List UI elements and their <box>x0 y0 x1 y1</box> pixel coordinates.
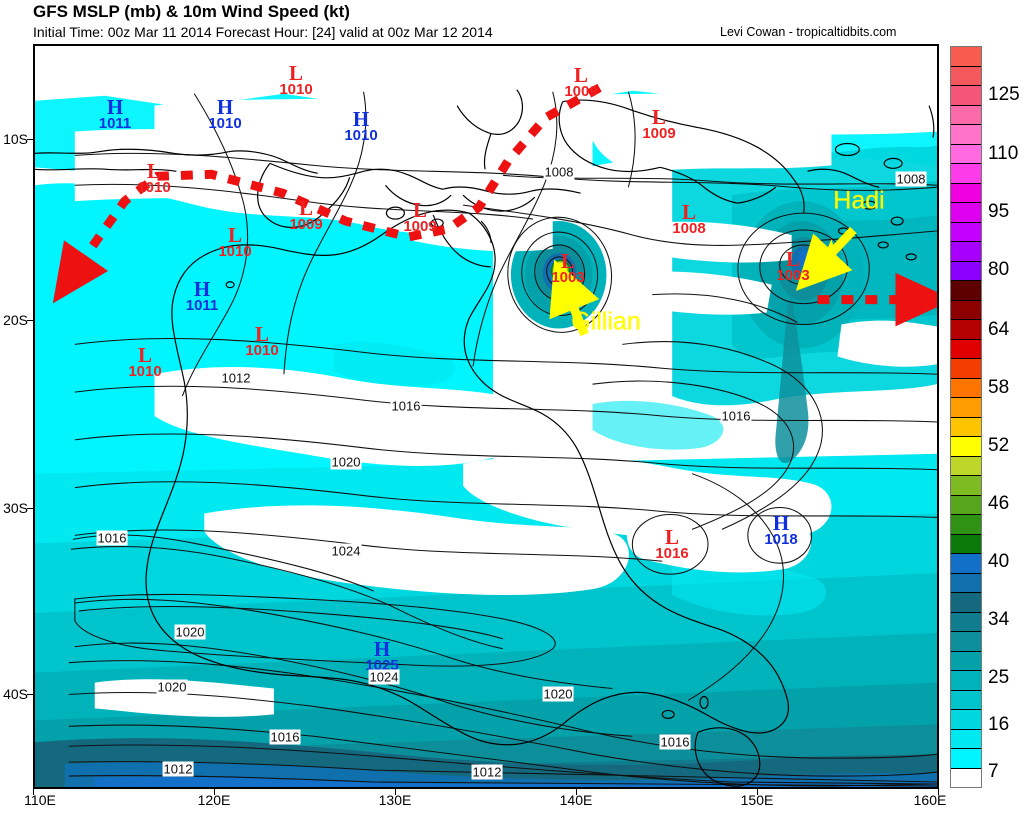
isobar-label: 1020 <box>156 679 188 695</box>
colorbar-swatch <box>951 66 981 86</box>
isobar-label: 1008 <box>895 171 927 187</box>
wind-speed-colorbar[interactable] <box>950 46 982 788</box>
x-axis-label: 120E <box>197 792 231 808</box>
colorbar-swatch <box>951 398 981 418</box>
colorbar-swatch <box>951 378 981 398</box>
forecast-subtitle: Initial Time: 00z Mar 11 2014 Forecast H… <box>33 24 493 40</box>
colorbar-swatch <box>951 729 981 749</box>
isobar-label: 1016 <box>96 530 128 546</box>
isobar-label: 1012 <box>471 764 503 780</box>
y-axis-label: 30S <box>3 500 28 516</box>
colorbar-swatch <box>951 164 981 184</box>
colorbar-tick: 80 <box>988 259 1010 280</box>
colorbar-swatch <box>951 320 981 340</box>
colorbar-swatch <box>951 222 981 242</box>
colorbar-swatch <box>951 261 981 281</box>
colorbar-swatch <box>951 86 981 106</box>
colorbar-swatch <box>951 281 981 301</box>
colorbar-swatch <box>951 651 981 671</box>
colorbar-tick: 64 <box>988 319 1010 340</box>
colorbar-swatch <box>951 593 981 613</box>
colorbar-tick: 46 <box>988 493 1010 514</box>
isobar-label: 1016 <box>269 729 301 745</box>
isobar-label: 1020 <box>174 624 206 640</box>
colorbar-swatch <box>951 456 981 476</box>
colorbar-swatch <box>951 573 981 593</box>
colorbar-swatch <box>951 710 981 730</box>
colorbar-tick: 25 <box>988 667 1010 688</box>
isobar-label: 1020 <box>542 686 574 702</box>
colorbar-tick: 95 <box>988 201 1010 222</box>
isobar-label: 1012 <box>220 370 252 386</box>
colorbar-swatch <box>951 671 981 691</box>
isobar-label: 1016 <box>390 398 422 414</box>
y-axis-label: 20S <box>3 312 28 328</box>
isobar-label: 1008 <box>543 164 575 180</box>
colorbar-swatch <box>951 144 981 164</box>
isobar-label: 1024 <box>330 543 362 559</box>
page-title: GFS MSLP (mb) & 10m Wind Speed (kt) <box>33 2 350 21</box>
colorbar-swatch <box>951 515 981 535</box>
storm-label-gillian: Gillian <box>571 307 641 336</box>
colorbar-swatch <box>951 47 981 67</box>
colorbar-swatch <box>951 437 981 457</box>
colorbar-swatch <box>951 534 981 554</box>
x-axis-label: 130E <box>378 792 412 808</box>
colorbar-tick: 52 <box>988 435 1010 456</box>
colorbar-swatch <box>951 339 981 359</box>
colorbar-swatch <box>951 768 981 787</box>
colorbar-swatch <box>951 183 981 203</box>
x-axis-label: 160E <box>913 792 947 808</box>
colorbar-tick: 110 <box>988 143 1019 164</box>
colorbar-swatch <box>951 632 981 652</box>
colorbar-tick: 34 <box>988 609 1010 630</box>
colorbar-swatch <box>951 203 981 223</box>
isobar-label: 1024 <box>368 669 400 685</box>
colorbar-tick: 40 <box>988 551 1010 572</box>
colorbar-tick: 58 <box>988 377 1010 398</box>
colorbar-swatch <box>951 476 981 496</box>
isobar-label: 1016 <box>659 734 691 750</box>
y-axis-label: 40S <box>3 686 28 702</box>
hadi-pointer-arrow <box>795 226 857 291</box>
colorbar-swatch <box>951 417 981 437</box>
gillian-track-line <box>52 83 602 304</box>
isobar-label: 1020 <box>330 454 362 470</box>
x-axis-label: 140E <box>559 792 593 808</box>
storm-label-hadi: Hadi <box>833 186 885 215</box>
colorbar-swatch <box>951 495 981 515</box>
colorbar-swatch <box>951 300 981 320</box>
map-canvas <box>35 46 937 787</box>
colorbar-swatch <box>951 690 981 710</box>
gillian-pointer-arrow <box>549 259 600 337</box>
colorbar-tick: 125 <box>988 84 1020 105</box>
colorbar-swatch <box>951 749 981 769</box>
x-axis-label: 150E <box>740 792 774 808</box>
colorbar-swatch <box>951 612 981 632</box>
y-axis-label: 10S <box>3 131 28 147</box>
isobar-label: 1016 <box>720 408 752 424</box>
colorbar-tick: 7 <box>988 761 999 782</box>
weather-map[interactable]: H 1011 H 1010 L 1010 H 1010 L 1010 L 101… <box>33 44 939 789</box>
colorbar-swatch <box>951 125 981 145</box>
colorbar-swatch <box>951 554 981 574</box>
colorbar-swatch <box>951 242 981 262</box>
x-axis-label: 110E <box>24 792 56 808</box>
colorbar-swatch <box>951 359 981 379</box>
colorbar-swatch <box>951 105 981 125</box>
colorbar-tick: 16 <box>988 714 1010 735</box>
isobar-label: 1012 <box>162 761 194 777</box>
credit-attribution: Levi Cowan - tropicaltidbits.com <box>720 25 897 39</box>
